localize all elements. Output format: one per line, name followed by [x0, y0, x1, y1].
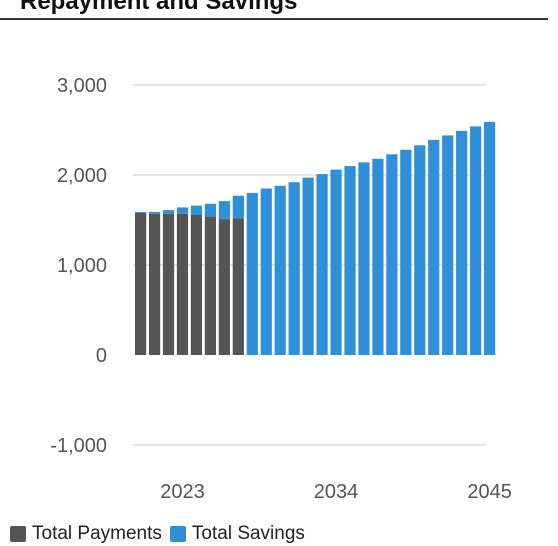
bar-savings: [288, 182, 300, 355]
x-tick-label: 2045: [467, 481, 512, 503]
bar-payments: [135, 212, 147, 355]
chart-title-area: Repayment and Savings: [0, 0, 548, 20]
x-tick-label: 2023: [160, 481, 205, 503]
legend-swatch-savings: [169, 526, 186, 542]
legend: Total Payments Total Savings: [10, 523, 313, 545]
chart-plot: 3,000 2,000 1,000 0 -1,000 2023 2034 2045: [50, 75, 512, 503]
bar-payments: [218, 219, 230, 355]
bar-savings: [414, 145, 426, 355]
y-axis-labels: 3,000 2,000 1,000 0 -1,000: [50, 75, 107, 457]
x-axis-labels: 2023 2034 2045: [160, 481, 512, 503]
bar-savings: [316, 174, 328, 355]
bar-savings: [246, 193, 258, 355]
chart-title: Repayment and Savings: [20, 0, 298, 15]
bar-payments: [176, 213, 189, 355]
bar-savings: [218, 201, 230, 220]
bar-savings: [484, 121, 496, 356]
legend-item-savings[interactable]: Total Savings: [169, 523, 305, 545]
bar-savings: [135, 211, 147, 213]
bar-payments: [190, 214, 203, 355]
bar-savings: [274, 185, 286, 355]
legend-label-savings: Total Savings: [191, 523, 305, 544]
legend-item-payments[interactable]: Total Payments: [10, 523, 162, 545]
legend-swatch-payments: [10, 526, 26, 542]
bar-payments: [232, 218, 244, 355]
bar-savings: [386, 154, 398, 355]
bar-savings: [330, 169, 342, 355]
bar-payments: [204, 216, 216, 355]
y-tick-label: 1,000: [57, 255, 107, 277]
bar-savings: [400, 149, 412, 355]
bar-savings: [176, 207, 189, 214]
bar-savings: [148, 211, 161, 214]
bars: [135, 121, 496, 356]
bar-savings: [204, 203, 216, 217]
bar-payments: [148, 213, 161, 355]
bar-savings: [372, 158, 384, 355]
bar-savings: [428, 139, 440, 355]
bar-payments: [162, 213, 175, 355]
bar-savings: [344, 166, 356, 355]
y-tick-label: 2,000: [57, 165, 107, 187]
y-tick-label: 3,000: [57, 75, 107, 97]
bar-savings: [358, 162, 370, 355]
bar-savings: [260, 188, 272, 355]
bar-savings: [190, 205, 203, 215]
bar-savings: [442, 135, 454, 355]
legend-label-payments: Total Payments: [32, 523, 162, 544]
x-tick-label: 2034: [314, 481, 359, 503]
bar-savings: [232, 195, 244, 219]
bar-savings: [456, 130, 468, 355]
bar-savings: [302, 177, 314, 355]
y-tick-label: 0: [96, 345, 107, 367]
y-tick-label: -1,000: [50, 435, 107, 457]
bar-savings: [162, 210, 175, 214]
bar-savings: [470, 126, 482, 356]
